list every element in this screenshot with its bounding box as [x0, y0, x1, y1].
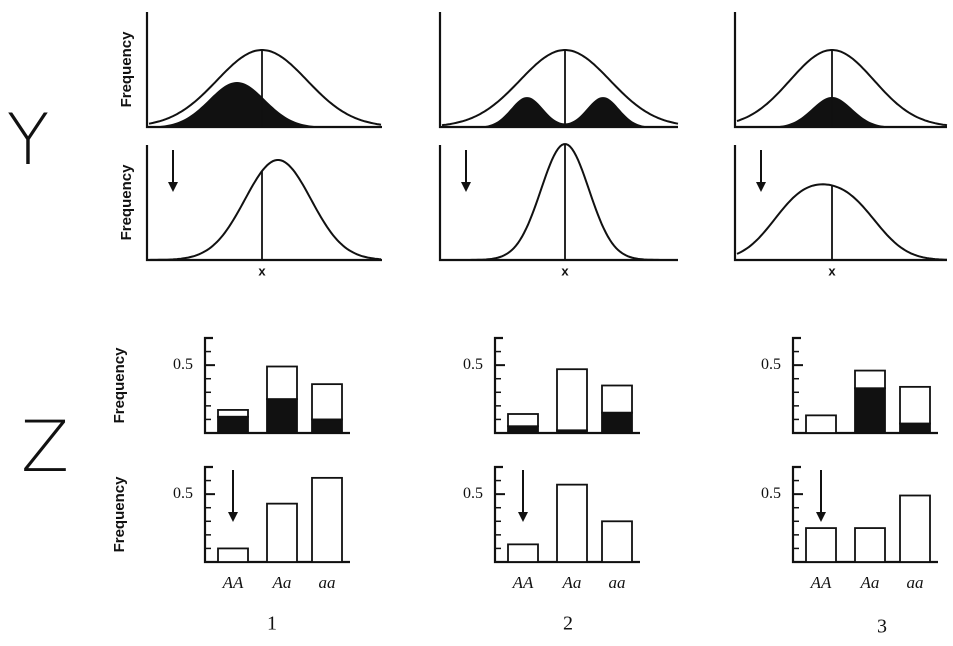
curve — [442, 143, 678, 261]
row-label: Z — [21, 406, 69, 488]
y-axis-label: Frequency — [118, 31, 135, 108]
x-tick-label: aa — [609, 573, 626, 592]
y-tick-label: 0.5 — [761, 485, 781, 502]
axis — [733, 145, 947, 262]
shaded-area — [737, 97, 947, 127]
bar-segment — [556, 483, 588, 563]
bar-segment — [217, 415, 249, 434]
bar-segment — [507, 413, 539, 428]
x-tick-label: Aa — [272, 573, 292, 592]
x-tick-label: aa — [319, 573, 336, 592]
x-tick-label: AA — [810, 573, 832, 592]
bar-segment — [601, 411, 633, 434]
y-tick-label: 0.5 — [463, 485, 483, 502]
y-tick-label: 0.5 — [173, 356, 193, 373]
x-tick-label: aa — [907, 573, 924, 592]
bar-segment — [311, 476, 343, 563]
y-tick-label: 0.5 — [173, 485, 193, 502]
arrow-head — [461, 182, 471, 192]
bar-segment — [854, 369, 886, 390]
x-axis-label: x — [258, 263, 266, 278]
curve — [148, 159, 382, 261]
arrow-head — [756, 182, 766, 192]
x-tick-label: Aa — [562, 573, 582, 592]
y-axis-label: Frequency — [111, 347, 128, 424]
curve — [148, 49, 382, 126]
arrow-head — [816, 512, 826, 522]
x-tick-label: Aa — [860, 573, 880, 592]
x-tick-label: AA — [222, 573, 244, 592]
column-label: 3 — [877, 616, 887, 638]
y-tick-label: 0.5 — [761, 356, 781, 373]
x-axis-label: x — [561, 263, 569, 278]
bar-segment — [899, 422, 931, 434]
y-axis-label: Frequency — [118, 164, 135, 241]
bar-segment — [266, 365, 298, 400]
bar-segment — [507, 425, 539, 434]
bar-segment — [507, 543, 539, 563]
bar-segment — [266, 398, 298, 434]
bar-segment — [266, 502, 298, 563]
bar-segment — [854, 527, 886, 563]
curve — [736, 49, 948, 127]
row-label: Y — [7, 99, 50, 181]
bar-segment — [805, 414, 837, 434]
bar-segment — [217, 409, 249, 418]
column-label: 2 — [563, 613, 573, 635]
x-axis-label: x — [828, 263, 836, 278]
shaded-area — [442, 97, 678, 127]
y-axis-label: Frequency — [111, 476, 128, 553]
bar-segment — [805, 527, 837, 563]
bar-segment — [217, 547, 249, 563]
curve — [441, 49, 679, 127]
bar-segment — [854, 387, 886, 434]
bar-segment — [556, 368, 588, 432]
arrow-head — [518, 512, 528, 522]
axis — [145, 145, 382, 262]
shaded-area — [149, 82, 382, 127]
bar-segment — [601, 384, 633, 414]
curve — [736, 183, 947, 261]
axis — [438, 145, 678, 262]
bar-segment — [899, 385, 931, 425]
bar-segment — [601, 520, 633, 563]
bar-segment — [899, 494, 931, 563]
y-tick-label: 0.5 — [463, 356, 483, 373]
x-tick-label: AA — [512, 573, 534, 592]
bar-segment — [311, 383, 343, 421]
arrow-head — [168, 182, 178, 192]
arrow-head — [228, 512, 238, 522]
column-label: 1 — [267, 613, 277, 635]
bar-segment — [311, 418, 343, 434]
